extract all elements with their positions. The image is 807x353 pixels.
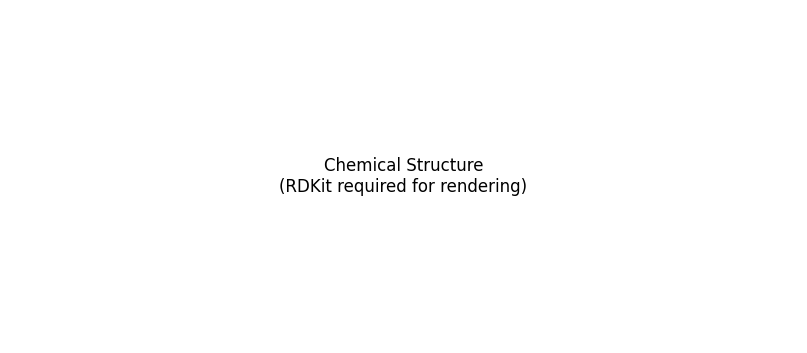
Text: Chemical Structure
(RDKit required for rendering): Chemical Structure (RDKit required for r… (279, 157, 528, 196)
